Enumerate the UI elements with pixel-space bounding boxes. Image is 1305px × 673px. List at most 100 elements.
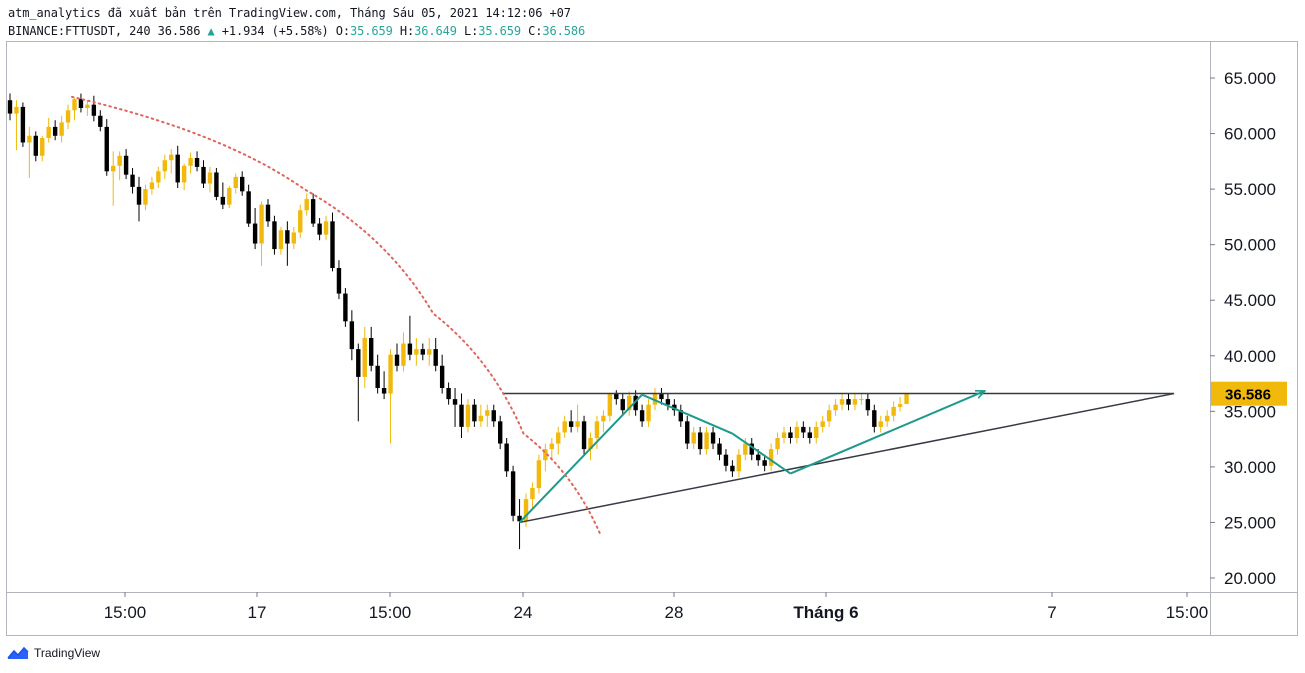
up-triangle-icon: ▲ xyxy=(207,24,215,38)
candle xyxy=(362,326,367,388)
candle xyxy=(427,338,432,366)
price-axis[interactable]: 65.000 60.000 55.000 50.000 45.000 40.000 35.0… xyxy=(1210,69,1276,588)
candle xyxy=(639,404,645,427)
candle xyxy=(865,393,871,416)
tradingview-brand[interactable]: TradingView xyxy=(6,646,100,660)
candle xyxy=(556,426,561,455)
candle xyxy=(220,182,226,210)
high-label: H: xyxy=(399,24,415,38)
open-label: O: xyxy=(335,24,350,38)
candle xyxy=(14,100,19,151)
high-value: 36.649 xyxy=(414,24,457,38)
symbol-name[interactable]: BINANCE:FTTUSDT, 240 xyxy=(8,24,151,38)
candle xyxy=(620,393,625,416)
candle xyxy=(846,393,851,411)
candle xyxy=(775,432,780,455)
candle xyxy=(904,393,909,405)
candle xyxy=(452,388,458,427)
y-tick-label: 40.000 xyxy=(1224,347,1276,366)
last-price-label: 36.586 xyxy=(1225,387,1271,404)
candle xyxy=(175,145,180,188)
low-label: L: xyxy=(464,24,479,38)
candle xyxy=(665,393,671,411)
candle xyxy=(356,343,361,422)
candle xyxy=(310,193,316,227)
zigzag-arrow[interactable] xyxy=(518,393,643,524)
candle xyxy=(420,343,425,361)
candle xyxy=(65,104,71,130)
y-tick-label: 20.000 xyxy=(1224,569,1276,588)
candle xyxy=(872,404,877,433)
candle xyxy=(568,410,574,433)
x-tick-label: Tháng 6 xyxy=(793,603,858,622)
candle xyxy=(517,499,522,550)
close-value: 36.586 xyxy=(542,24,586,38)
candle xyxy=(814,421,819,444)
candle xyxy=(614,390,619,405)
candle xyxy=(317,218,322,241)
y-tick-label: 55.000 xyxy=(1224,180,1276,199)
candle xyxy=(459,393,464,438)
candle xyxy=(659,388,664,405)
candle xyxy=(878,415,883,433)
candle xyxy=(214,168,219,201)
chart-frame xyxy=(6,41,1298,636)
candle xyxy=(117,151,122,181)
candle xyxy=(207,166,213,193)
candle xyxy=(349,310,355,361)
drawings-layer xyxy=(71,95,1175,537)
candle xyxy=(330,212,335,272)
candle xyxy=(588,432,593,461)
candle xyxy=(601,410,606,433)
symbol-legend: BINANCE:FTTUSDT, 240 36.586 ▲ +1.934 (+5… xyxy=(8,24,585,38)
last-price: 36.586 xyxy=(157,24,201,38)
candle xyxy=(685,415,690,450)
candle xyxy=(91,95,97,122)
candle xyxy=(736,449,742,477)
x-tick-label: 15:00 xyxy=(1166,603,1209,622)
candle xyxy=(336,260,342,300)
candle xyxy=(549,438,554,461)
time-axis[interactable]: 15:00 17 15:00 24 28 Tháng 6 7 15:00 xyxy=(104,592,1209,622)
candle xyxy=(156,166,161,188)
candle xyxy=(98,110,103,132)
candle xyxy=(33,131,38,162)
candle xyxy=(375,354,380,394)
x-tick-label: 7 xyxy=(1047,603,1056,622)
x-tick-label: 24 xyxy=(514,603,533,622)
x-tick-label: 15:00 xyxy=(104,603,147,622)
candle xyxy=(446,382,451,405)
candle xyxy=(697,426,703,455)
zigzag-arrow[interactable] xyxy=(641,393,733,435)
publish-info: atm_analytics đã xuất bản trên TradingVi… xyxy=(8,6,571,20)
candle xyxy=(130,168,135,194)
candle xyxy=(394,343,400,372)
candle xyxy=(530,482,535,511)
candle xyxy=(652,388,658,411)
candle xyxy=(123,149,129,180)
y-tick-label: 25.000 xyxy=(1224,513,1276,532)
candle xyxy=(627,391,632,416)
candle xyxy=(788,426,793,444)
candle xyxy=(465,399,471,433)
candle xyxy=(52,120,58,141)
candle xyxy=(839,393,845,411)
candle xyxy=(304,193,309,216)
tradingview-logo-icon xyxy=(7,646,29,659)
candle xyxy=(20,102,26,147)
zigzag-arrow[interactable] xyxy=(731,432,792,475)
candle xyxy=(136,176,142,222)
candle xyxy=(85,101,90,116)
candle xyxy=(485,404,490,427)
arc-curve[interactable] xyxy=(71,95,602,537)
candle xyxy=(859,393,864,405)
candle xyxy=(491,404,496,427)
candle xyxy=(369,326,374,372)
candle xyxy=(717,438,722,461)
candle xyxy=(710,426,716,450)
zigzag-arrow[interactable] xyxy=(790,391,984,475)
price-change: +1.934 (+5.58%) xyxy=(221,24,329,38)
candle xyxy=(272,215,277,255)
ascending-trendline[interactable] xyxy=(519,392,1175,524)
